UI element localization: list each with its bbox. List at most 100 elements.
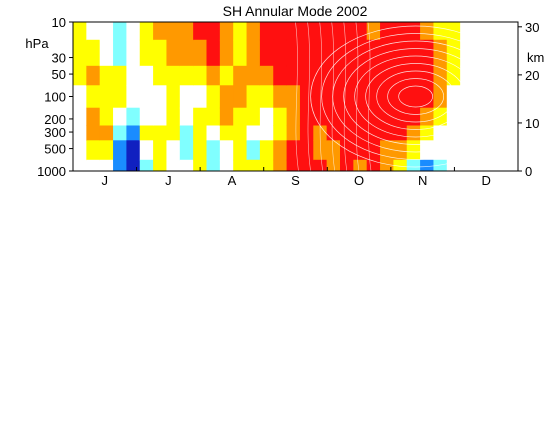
heatmap-cell <box>113 140 127 161</box>
heatmap-cell <box>206 39 221 67</box>
contour-line <box>321 33 510 160</box>
heatmap-cell <box>340 65 354 86</box>
heatmap-cell <box>313 159 328 171</box>
heatmap-cell <box>233 159 248 171</box>
right-axis: 30 20 10 0 <box>518 20 539 179</box>
heatmap-cell <box>113 65 127 86</box>
right-axis-tick-label: 20 <box>525 68 539 83</box>
heatmap-cell <box>313 85 328 109</box>
contour-line <box>307 22 311 171</box>
heatmap-cell <box>113 107 127 127</box>
heatmap-cell <box>219 140 234 161</box>
heatmap-cell <box>460 65 475 86</box>
heatmap-cell <box>166 22 181 41</box>
heatmap-cell <box>286 65 301 86</box>
heatmap-cell <box>273 65 288 86</box>
heatmap-cell <box>73 140 87 161</box>
month-label: N <box>418 173 427 188</box>
heatmap-cell <box>380 85 394 109</box>
heatmap-cell <box>433 85 448 109</box>
heatmap-cell <box>179 125 194 141</box>
heatmap-cell <box>206 22 221 41</box>
contour-line <box>367 22 372 171</box>
heatmap-cell <box>179 22 194 41</box>
heatmap-cell <box>393 22 408 41</box>
contour-line <box>343 22 348 171</box>
heatmap-cell <box>299 22 314 41</box>
heatmap-cell <box>99 85 114 109</box>
heatmap-cell <box>286 125 301 141</box>
contour-line <box>319 22 323 171</box>
heatmap-cell <box>86 65 101 86</box>
heatmap-cell <box>193 125 208 141</box>
contour-line <box>398 85 433 108</box>
heatmap-cell <box>299 140 314 161</box>
heatmap-cell <box>420 159 435 171</box>
heatmap-cell <box>126 140 141 161</box>
heatmap-cell <box>446 125 461 141</box>
heatmap-cell <box>166 107 181 127</box>
heatmap-cells <box>73 22 475 171</box>
heatmap-cell <box>353 22 368 41</box>
left-axis-tick-label: 200 <box>44 112 66 127</box>
heatmap-cell <box>113 39 127 67</box>
heatmap-cell <box>206 140 221 161</box>
heatmap-cell <box>219 85 234 109</box>
heatmap-cell <box>380 140 394 161</box>
heatmap-cell <box>179 159 194 171</box>
heatmap-cell <box>233 140 248 161</box>
heatmap-cell <box>139 39 154 67</box>
left-axis-tick-label: 100 <box>44 90 66 105</box>
heatmap-cell <box>433 140 448 161</box>
heatmap-cell <box>113 22 127 41</box>
heatmap-cell <box>233 125 248 141</box>
heatmap-cell <box>99 159 114 171</box>
heatmap-cell <box>206 65 221 86</box>
heatmap-cell <box>219 39 234 67</box>
heatmap-cell <box>139 65 154 86</box>
heatmap-cell <box>353 159 368 171</box>
heatmap-cell <box>99 125 114 141</box>
heatmap-cell <box>393 140 408 161</box>
heatmap-cell <box>273 159 288 171</box>
heatmap-cell <box>219 107 234 127</box>
heatmap-cell <box>460 85 475 109</box>
heatmap-cell <box>246 159 261 171</box>
heatmap-cell <box>286 159 301 171</box>
heatmap-cell <box>406 140 421 161</box>
heatmap-cell <box>166 39 181 67</box>
contour-line <box>354 55 477 138</box>
heatmap-cell <box>126 85 141 109</box>
heatmap-cell <box>113 125 127 141</box>
heatmap-cell <box>340 159 354 171</box>
heatmap-cell <box>286 107 301 127</box>
heatmap-cell <box>259 140 274 161</box>
heatmap-cell <box>259 22 274 41</box>
heatmap-cell <box>193 85 208 109</box>
heatmap-cell <box>153 125 168 141</box>
heatmap-cell <box>99 22 114 41</box>
heatmap-cell <box>86 39 101 67</box>
heatmap-cell <box>446 107 461 127</box>
left-axis-tick-label: 50 <box>52 67 66 82</box>
heatmap-cell <box>366 140 381 161</box>
heatmap-cell <box>273 39 288 67</box>
heatmap-cell <box>259 159 274 171</box>
heatmap-cell <box>166 159 181 171</box>
heatmap-cell <box>326 140 341 161</box>
heatmap-cell <box>353 65 368 86</box>
y-axis-label-left: hPa <box>25 36 49 51</box>
left-axis-tick-label: 300 <box>44 125 66 140</box>
heatmap-cell <box>353 39 368 67</box>
heatmap-cell <box>366 65 381 86</box>
heatmap-cell <box>446 39 461 67</box>
heatmap-cell <box>420 22 435 41</box>
heatmap-cell <box>139 22 154 41</box>
heatmap-cell <box>126 159 141 171</box>
heatmap-cell <box>73 107 87 127</box>
heatmap-cell <box>433 22 448 41</box>
heatmap-cell <box>433 65 448 86</box>
heatmap-cell <box>340 140 354 161</box>
